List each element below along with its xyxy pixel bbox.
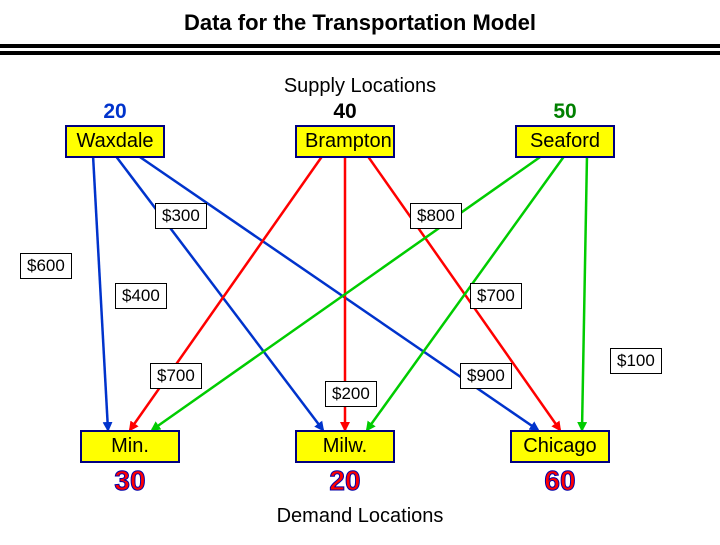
cost-label-8: $100 [610, 348, 662, 374]
cost-label-1: $300 [155, 203, 207, 229]
supply-header: Supply Locations [260, 75, 460, 98]
route-arrow-8 [582, 155, 587, 430]
demand-qty-1: 20 [320, 465, 370, 497]
cost-label-5: $800 [410, 203, 462, 229]
demand-qty-0: 30 [105, 465, 155, 497]
supply-node-0: Waxdale [65, 125, 165, 158]
demand-header: Demand Locations [250, 505, 470, 528]
demand-node-0: Min. [80, 430, 180, 463]
supply-node-1: Brampton [295, 125, 395, 158]
cost-label-6: $700 [470, 283, 522, 309]
demand-node-2: Chicago [510, 430, 610, 463]
cost-label-4: $200 [325, 381, 377, 407]
route-arrow-0 [93, 155, 108, 430]
cost-label-3: $700 [150, 363, 202, 389]
cost-label-7: $900 [460, 363, 512, 389]
supply-node-2: Seaford [515, 125, 615, 158]
demand-node-1: Milw. [295, 430, 395, 463]
diagram-canvas: Supply Locations 20 40 50 Waxdale Brampt… [0, 55, 720, 545]
cost-label-0: $600 [20, 253, 72, 279]
supply-qty-0: 20 [95, 100, 135, 124]
demand-qty-2: 60 [535, 465, 585, 497]
page-title: Data for the Transportation Model [0, 0, 720, 44]
cost-label-2: $400 [115, 283, 167, 309]
supply-qty-2: 50 [545, 100, 585, 124]
supply-qty-1: 40 [325, 100, 365, 124]
